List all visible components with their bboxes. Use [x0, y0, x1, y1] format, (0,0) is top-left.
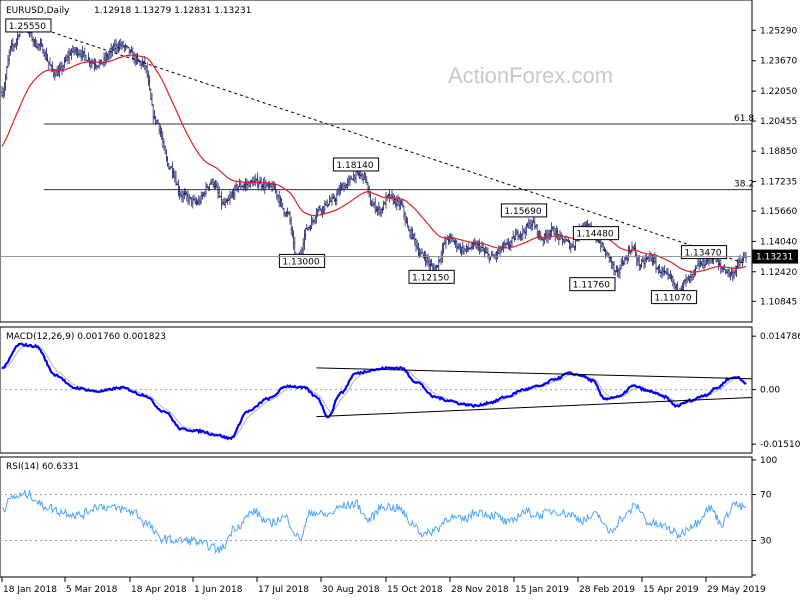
rsi-y-axis: 100 70 30	[0, 456, 777, 576]
rsi-y-tick-label: 100	[760, 456, 777, 466]
macd-panel: MACD(12,26,9) 0.001760 0.001823 0.014786…	[0, 326, 800, 454]
price-annotation-box	[650, 290, 698, 305]
downtrend-line	[23, 22, 747, 265]
macd-title: MACD(12,26,9) 0.001760 0.001823	[6, 332, 166, 342]
rsi-panel-frame	[0, 456, 753, 578]
rsi-y-tick-label: 70	[760, 491, 772, 501]
price-annotation-label: 1.18140	[336, 161, 373, 171]
rsi-title: RSI(14) 60.6331	[6, 462, 79, 472]
price-y-tick-label: 1.14040	[760, 237, 797, 247]
x-tick-label: 5 Mar 2018	[66, 585, 118, 595]
price-annotation-box	[5, 18, 52, 33]
price-annotation-label: 1.13470	[684, 249, 721, 259]
price-annotation-label: 1.14480	[576, 230, 613, 240]
rsi-y-tick-label: 30	[760, 537, 772, 547]
ema-line	[1, 54, 747, 273]
x-tick-label: 28 Nov 2018	[451, 585, 509, 595]
price-y-axis: 1.25290 1.23670 1.22050 1.20455 1.18850 1.172…	[752, 26, 797, 307]
ohlc-readout: 1.12918 1.13279 1.12831 1.13231	[94, 6, 251, 16]
symbol-title: EURUSD,Daily	[6, 6, 70, 16]
price-y-tick-label: 1.18850	[760, 147, 797, 157]
fibonacci-levels: 61.8 38.2	[44, 114, 754, 191]
price-annotation-box	[569, 277, 616, 292]
macd-trendline	[316, 397, 753, 418]
price-annotation-box	[680, 245, 728, 260]
macd-series	[1, 342, 753, 441]
x-tick-label: 15 Oct 2018	[387, 585, 443, 595]
x-tick-label: 15 Apr 2019	[643, 585, 699, 595]
price-annotation-label: 1.11760	[573, 281, 610, 291]
price-y-tick-label: 1.15660	[760, 207, 797, 217]
price-y-tick-label: 1.23670	[760, 57, 797, 67]
price-annotation-box	[572, 226, 620, 241]
x-axis: 18 Jan 2018 5 Mar 2018 18 Apr 2018 1 Jun 20…	[1, 577, 766, 595]
x-tick-label: 17 Jul 2018	[258, 585, 309, 595]
x-tick-label: 1 Jun 2018	[194, 585, 243, 595]
fib-level-label: 61.8	[734, 114, 754, 124]
candlestick-series	[1, 20, 747, 298]
price-y-tick-label: 1.20455	[760, 117, 797, 127]
price-y-tick-label: 1.12420	[760, 268, 797, 278]
price-annotation-label: 1.25550	[9, 22, 46, 32]
macd-trendline	[316, 367, 753, 380]
price-annotation-label: 1.13000	[282, 257, 319, 267]
price-panel: EURUSD,Daily 1.12918 1.13279 1.12831 1.1…	[0, 0, 798, 323]
price-annotation-label: 1.15690	[504, 207, 541, 217]
x-tick-label: 18 Jan 2018	[3, 585, 57, 595]
price-y-tick-label: 1.22050	[760, 87, 797, 97]
x-tick-label: 15 Jan 2019	[515, 585, 569, 595]
price-annotation-label: 1.12150	[412, 273, 449, 283]
price-annotation-box	[278, 253, 326, 268]
x-tick-label: 29 May 2019	[707, 585, 766, 595]
current-price-label: 1.13231	[756, 253, 793, 263]
price-y-tick-label: 1.10845	[760, 297, 797, 307]
macd-y-tick-label: 0.00	[760, 386, 780, 396]
macd-y-tick-label: 0.014786	[760, 332, 800, 342]
price-annotation-box	[332, 157, 380, 172]
current-price-box	[752, 249, 798, 264]
ema-series	[1, 54, 747, 273]
price-annotation-label: 1.11070	[654, 294, 691, 304]
price-y-tick-label: 1.25290	[760, 26, 797, 36]
price-annotation-box	[500, 203, 548, 218]
price-annotation-box	[408, 269, 455, 284]
macd-line	[1, 342, 747, 441]
current-price-marker: 1.13231	[0, 249, 798, 264]
fib-level-label: 38.2	[734, 180, 754, 190]
x-tick-label: 30 Aug 2018	[322, 585, 380, 595]
x-tick-label: 28 Feb 2019	[579, 585, 635, 595]
rsi-line	[1, 488, 747, 554]
watermark: ActionForex.com	[448, 63, 613, 88]
price-trendline	[23, 22, 747, 265]
macd-y-tick-label: -0.015107	[760, 440, 800, 450]
rsi-panel: RSI(14) 60.6331 100 70 30	[0, 456, 777, 578]
x-tick-label: 18 Apr 2018	[131, 585, 187, 595]
price-y-tick-label: 1.17235	[760, 177, 797, 187]
rsi-series	[1, 488, 747, 554]
price-annotations: 1.25550 1.13000 1.18140 1.12150 1.15690 1.144…	[5, 18, 728, 305]
